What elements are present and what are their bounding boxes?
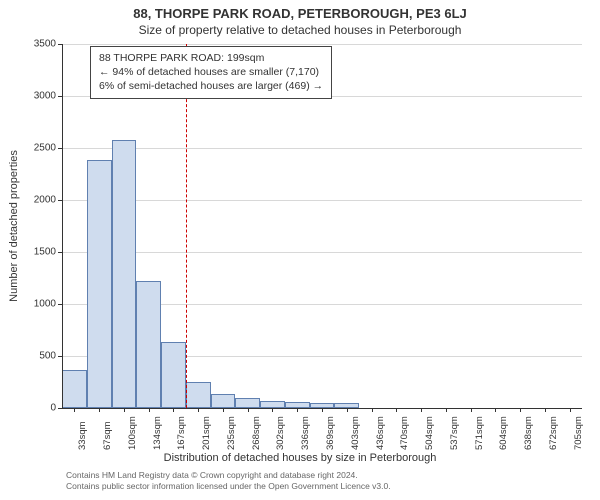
ytick-mark [58,148,62,149]
xtick-label: 201sqm [201,416,212,450]
xtick-label: 302sqm [275,416,286,450]
xtick-mark [223,408,224,412]
x-axis-label: Distribution of detached houses by size … [0,452,600,464]
xtick-mark [396,408,397,412]
ytick-mark [58,304,62,305]
histogram-bar [186,382,211,408]
ytick-label: 3000 [34,91,56,102]
xtick-label: 403sqm [350,416,361,450]
xtick-mark [99,408,100,412]
xtick-mark [471,408,472,412]
histogram-bar [87,160,112,408]
y-axis-line [62,44,63,408]
xtick-label: 705sqm [573,416,584,450]
grid-line [62,44,582,45]
xtick-label: 33sqm [77,421,88,450]
xtick-mark [570,408,571,412]
footer-line2: Contains public sector information licen… [66,481,391,492]
xtick-mark [248,408,249,412]
xtick-label: 638sqm [523,416,534,450]
histogram-bar [235,398,260,408]
xtick-label: 336sqm [300,416,311,450]
ytick-label: 1500 [34,247,56,258]
xtick-mark [446,408,447,412]
xtick-label: 167sqm [176,416,187,450]
xtick-mark [520,408,521,412]
xtick-mark [124,408,125,412]
xtick-label: 537sqm [449,416,460,450]
xtick-mark [495,408,496,412]
xtick-mark [198,408,199,412]
ytick-mark [58,200,62,201]
xtick-label: 100sqm [127,416,138,450]
ytick-mark [58,408,62,409]
ytick-label: 500 [39,351,56,362]
xtick-mark [173,408,174,412]
xtick-mark [272,408,273,412]
chart-container: 88, THORPE PARK ROAD, PETERBOROUGH, PE3 … [0,0,600,500]
xtick-label: 235sqm [226,416,237,450]
xtick-label: 268sqm [251,416,262,450]
xtick-label: 134sqm [152,416,163,450]
xtick-mark [297,408,298,412]
xtick-label: 604sqm [498,416,509,450]
property-marker-line [186,44,187,408]
xtick-mark [74,408,75,412]
histogram-bar [62,370,87,408]
footer: Contains HM Land Registry data © Crown c… [66,470,391,491]
histogram-bar [161,342,186,408]
xtick-mark [347,408,348,412]
histogram-bar [260,401,285,408]
ytick-label: 2000 [34,195,56,206]
histogram-bar [136,281,161,408]
xtick-label: 470sqm [399,416,410,450]
ytick-label: 2500 [34,143,56,154]
histogram-bar [112,140,137,408]
xtick-mark [372,408,373,412]
xtick-mark [149,408,150,412]
xtick-mark [421,408,422,412]
ytick-label: 0 [50,403,56,414]
plot-area [62,44,582,408]
xtick-label: 67sqm [102,421,113,450]
title-main: 88, THORPE PARK ROAD, PETERBOROUGH, PE3 … [0,0,600,21]
annotation-line2: ← 94% of detached houses are smaller (7,… [99,65,323,79]
annotation-line1: 88 THORPE PARK ROAD: 199sqm [99,51,323,65]
ytick-label: 1000 [34,299,56,310]
xtick-mark [545,408,546,412]
y-axis-label: Number of detached properties [8,150,20,302]
xtick-label: 672sqm [548,416,559,450]
annotation-line3: 6% of semi-detached houses are larger (4… [99,79,323,93]
title-sub: Size of property relative to detached ho… [0,21,600,37]
xtick-label: 436sqm [375,416,386,450]
grid-line [62,252,582,253]
annotation-box: 88 THORPE PARK ROAD: 199sqm ← 94% of det… [90,46,332,99]
xtick-label: 369sqm [325,416,336,450]
footer-line1: Contains HM Land Registry data © Crown c… [66,470,391,481]
xtick-mark [322,408,323,412]
grid-line [62,200,582,201]
ytick-mark [58,96,62,97]
ytick-mark [58,356,62,357]
histogram-bar [211,394,236,408]
xtick-label: 571sqm [474,416,485,450]
ytick-mark [58,44,62,45]
ytick-mark [58,252,62,253]
grid-line [62,148,582,149]
ytick-label: 3500 [34,39,56,50]
xtick-label: 504sqm [424,416,435,450]
